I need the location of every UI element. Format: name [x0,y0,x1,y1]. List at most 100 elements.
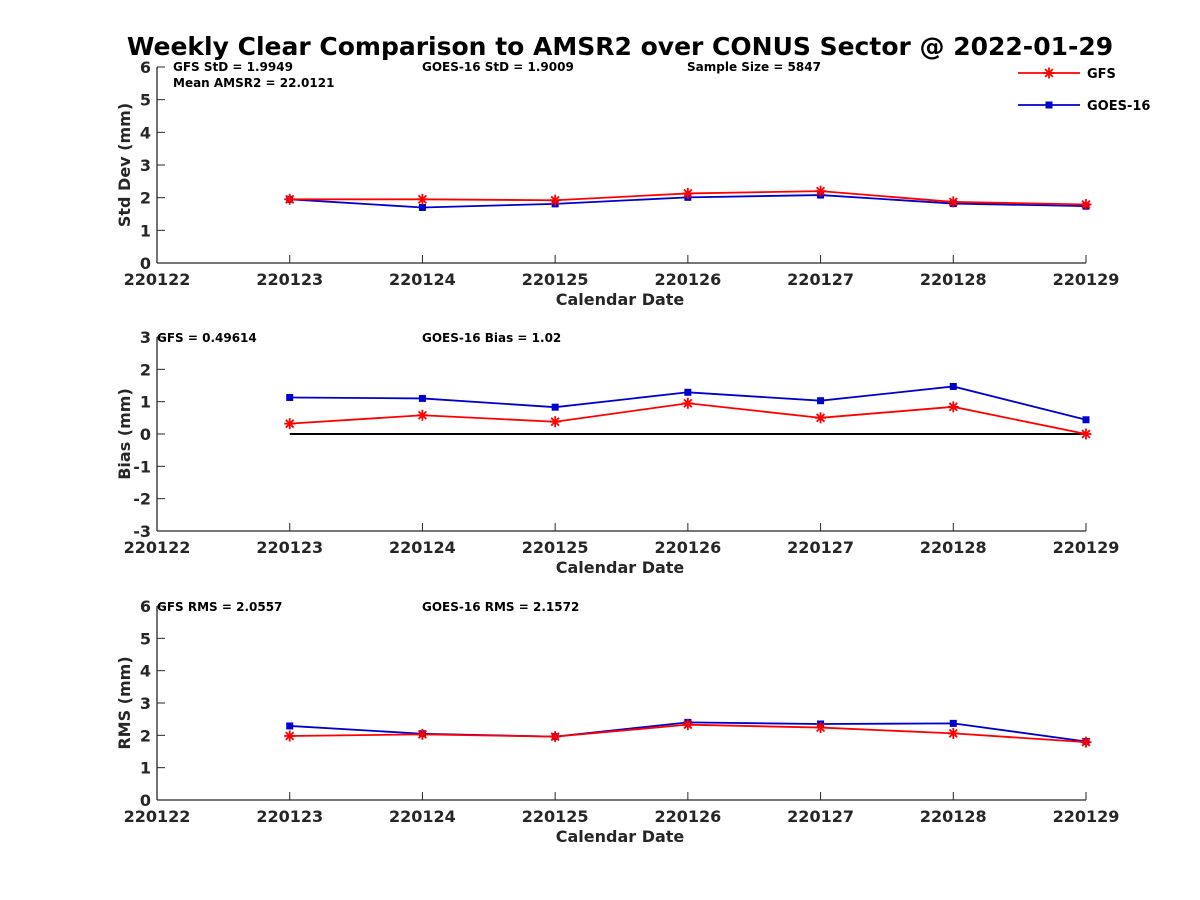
y-axis-label: Std Dev (mm) [115,103,134,227]
x-tick-label: 220123 [256,538,323,557]
data-point-goes-16 [684,388,692,396]
panel-1: 0 1 2 3 4 5 6 220122 220123 220124 220125 220126 220… [115,58,1119,309]
x-tick-label: 220128 [920,270,987,289]
y-tick-label: 3 [140,328,151,347]
data-point-gfs [284,418,296,430]
y-tick-label: 1 [140,759,151,778]
y-axis-label: RMS (mm) [115,656,134,749]
stat-annotation: GOES-16 StD = 1.9009 [422,60,574,74]
data-point-gfs [416,409,428,421]
x-tick-label: 220123 [256,270,323,289]
x-tick-label: 220122 [124,807,191,826]
panel-3: 0 1 2 3 4 5 6 220122 220123 220124 220125 220126 220… [115,597,1119,846]
y-tick-label: 0 [140,254,151,273]
y-tick-label: -3 [133,522,151,541]
data-point-gfs [284,193,296,205]
x-tick-label: 220122 [124,538,191,557]
x-tick-label: 220125 [522,270,589,289]
data-point-gfs [815,412,827,424]
legend-label: GOES-16 [1087,99,1150,114]
data-point-gfs [549,731,561,743]
data-point-goes-16 [286,722,294,730]
x-tick-label: 220129 [1053,538,1120,557]
y-tick-label: -1 [133,457,151,476]
x-tick-label: 220125 [522,807,589,826]
stat-annotation: Sample Size = 5847 [687,60,821,74]
x-tick-label: 220129 [1053,270,1120,289]
y-tick-label: 5 [140,629,151,648]
y-tick-label: 2 [140,189,151,208]
data-point-goes-16 [418,394,426,402]
x-axis-label: Calendar Date [556,827,685,846]
data-point-gfs [416,193,428,205]
data-point-gfs [947,401,959,413]
y-axis-label: Bias (mm) [115,388,134,480]
data-point-gfs [815,722,827,734]
y-tick-label: 3 [140,694,151,713]
y-tick-label: 0 [140,425,151,444]
x-tick-label: 220128 [920,538,987,557]
data-point-gfs [1080,199,1092,211]
data-point-gfs [284,730,296,742]
data-point-goes-16 [551,403,559,411]
y-tick-label: -2 [133,490,151,509]
x-tick-label: 220127 [787,807,854,826]
x-tick-label: 220124 [389,270,456,289]
x-tick-label: 220129 [1053,807,1120,826]
data-point-gfs [416,728,428,740]
data-point-gfs [947,727,959,739]
y-tick-label: 2 [140,726,151,745]
data-point-goes-16 [817,397,825,405]
y-tick-label: 0 [140,791,151,810]
panel-2: -3 -2 -1 0 1 2 3 220122 220123 220124 220125 220126… [115,328,1119,577]
stat-annotation: GOES-16 RMS = 2.1572 [422,600,579,614]
legend-entry-gfs: GFS [1018,67,1116,82]
stat-annotation: GFS StD = 1.9949 [173,60,293,74]
x-tick-label: 220126 [654,270,721,289]
x-tick-label: 220124 [389,538,456,557]
data-point-gfs [682,397,694,409]
y-tick-label: 6 [140,58,151,77]
legend-marker [1045,101,1053,109]
y-tick-label: 4 [140,662,151,681]
y-tick-label: 1 [140,393,151,412]
data-point-goes-16 [286,393,294,401]
y-tick-label: 1 [140,221,151,240]
data-point-goes-16 [1082,416,1090,424]
x-tick-label: 220127 [787,270,854,289]
y-tick-label: 2 [140,360,151,379]
legend: GFS GOES-16 [1018,67,1150,114]
data-point-goes-16 [418,203,426,211]
stat-annotation: GFS RMS = 2.0557 [157,600,282,614]
x-tick-label: 220123 [256,807,323,826]
x-axis-label: Calendar Date [556,558,685,577]
data-point-gfs [947,196,959,208]
legend-label: GFS [1087,67,1116,82]
x-tick-label: 220122 [124,270,191,289]
x-tick-label: 220124 [389,807,456,826]
x-tick-label: 220126 [654,807,721,826]
y-tick-label: 4 [140,123,151,142]
y-tick-label: 6 [140,597,151,616]
data-point-gfs [1080,428,1092,440]
data-point-goes-16 [949,719,957,727]
x-tick-label: 220126 [654,538,721,557]
stat-annotation: Mean AMSR2 = 22.0121 [173,76,334,90]
data-point-gfs [682,719,694,731]
x-tick-label: 220125 [522,538,589,557]
x-tick-label: 220127 [787,538,854,557]
x-axis-label: Calendar Date [556,290,685,309]
legend-marker [1043,67,1055,79]
data-point-goes-16 [949,382,957,390]
data-point-gfs [815,185,827,197]
y-tick-label: 3 [140,156,151,175]
stat-annotation: GOES-16 Bias = 1.02 [422,331,561,345]
data-point-gfs [682,187,694,199]
data-point-gfs [1080,736,1092,748]
legend-entry-goes-16: GOES-16 [1018,99,1150,114]
data-point-gfs [549,194,561,206]
data-point-gfs [549,416,561,428]
stat-annotation: GFS = 0.49614 [157,331,257,345]
